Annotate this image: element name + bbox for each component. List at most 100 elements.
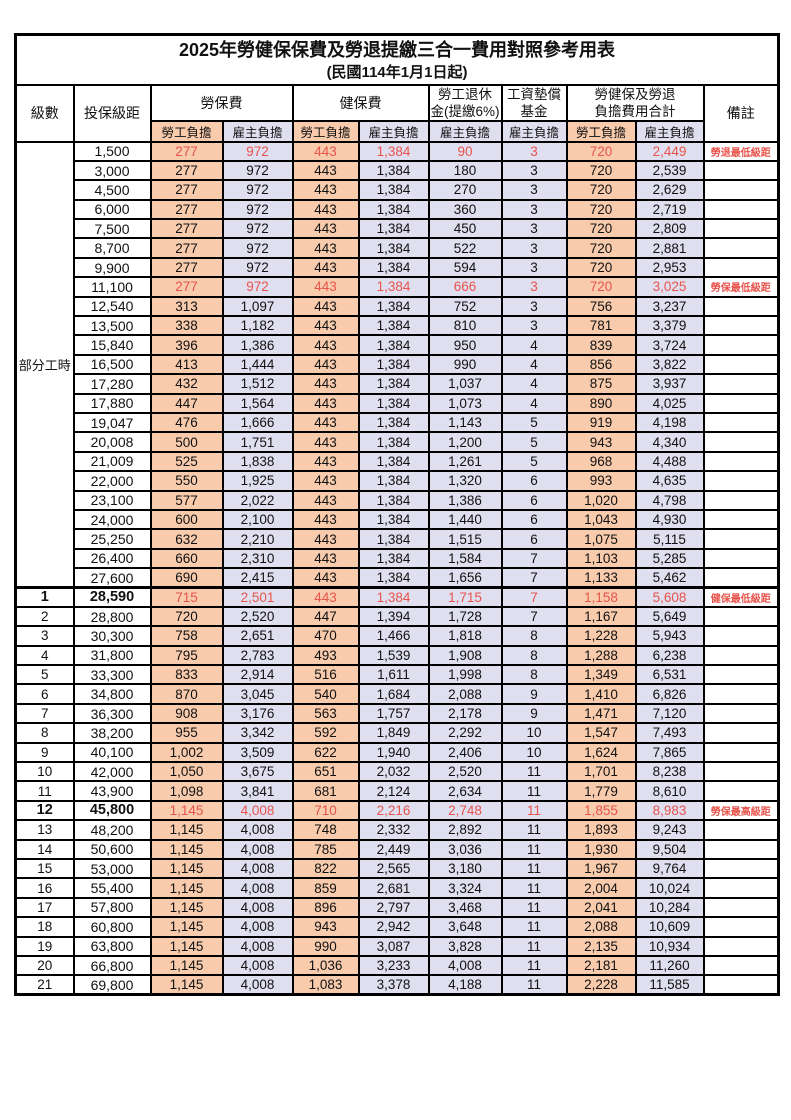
health-employee-cell: 592 xyxy=(291,722,360,744)
remark-cell xyxy=(702,528,780,550)
pension-employer-cell: 1,037 xyxy=(427,373,503,395)
col-header-level: 級數 xyxy=(14,83,75,143)
total-employer-cell: 5,649 xyxy=(634,605,705,628)
health-employee-cell: 943 xyxy=(291,916,360,938)
table-row: 19,047 476 1,666 443 1,384 1,143 5 919 4,198 xyxy=(16,411,780,434)
remark-cell xyxy=(702,431,780,453)
bracket-cell: 31,800 xyxy=(72,644,152,667)
labor-employer-cell: 1,512 xyxy=(221,373,294,395)
remark-cell xyxy=(702,857,780,880)
health-employer-cell: 1,384 xyxy=(357,489,430,511)
pension-employer-cell: 360 xyxy=(427,198,503,221)
level-cell: 5 xyxy=(14,664,75,686)
page-subtitle: (民國114年1月1日起) xyxy=(326,63,468,81)
pension-employer-cell: 3,324 xyxy=(427,877,503,899)
table-row: 5 33,300 833 2,914 516 1,611 1,998 8 1,349 6,531 xyxy=(14,664,780,686)
health-employee-cell: 443 xyxy=(291,237,360,259)
health-employer-cell: 2,332 xyxy=(357,819,430,841)
level-cell: 1 xyxy=(14,585,75,608)
labor-employee-cell: 1,145 xyxy=(149,877,224,899)
table-row: 12 45,800 1,145 4,008 710 2,216 2,748 11 1,855 8,… xyxy=(14,799,780,822)
labor-employee-cell: 1,145 xyxy=(149,857,224,880)
labor-employee-cell: 277 xyxy=(149,179,224,201)
labor-employer-cell: 2,783 xyxy=(221,644,294,667)
wage-fund-employer-cell: 3 xyxy=(500,237,568,259)
labor-employee-cell: 690 xyxy=(149,567,224,589)
health-employer-cell: 1,384 xyxy=(357,295,430,318)
labor-employer-cell: 2,651 xyxy=(221,625,294,647)
bracket-cell: 33,300 xyxy=(72,664,152,686)
total-employee-cell: 2,135 xyxy=(565,935,637,957)
level-cell: 21 xyxy=(14,974,75,996)
remark-cell xyxy=(702,780,780,802)
pension-employer-cell: 2,406 xyxy=(427,741,503,764)
health-employer-cell: 1,384 xyxy=(357,237,430,259)
health-employee-cell: 563 xyxy=(291,702,360,725)
bracket-cell: 1,500 xyxy=(72,140,152,162)
wage-fund-employer-cell: 5 xyxy=(500,431,568,453)
labor-employer-cell: 972 xyxy=(221,179,294,201)
bracket-cell: 36,300 xyxy=(72,702,152,725)
wage-fund-employer-cell: 5 xyxy=(500,450,568,473)
total-employee-cell: 1,893 xyxy=(565,819,637,841)
health-employee-cell: 622 xyxy=(291,741,360,764)
bracket-cell: 17,280 xyxy=(72,373,152,395)
labor-employer-cell: 4,008 xyxy=(221,896,294,919)
health-employee-cell: 443 xyxy=(291,295,360,318)
table-row: 24,000 600 2,100 443 1,384 1,440 6 1,043 4,930 xyxy=(16,508,780,531)
health-employer-cell: 1,384 xyxy=(357,218,430,240)
level-cell: 7 xyxy=(14,702,75,725)
labor-employer-cell: 4,008 xyxy=(221,916,294,938)
remark-cell xyxy=(702,567,780,589)
level-cell: 12 xyxy=(14,799,75,822)
total-employee-cell: 1,158 xyxy=(565,585,637,608)
col-header-total-line2: 負擔費用合計 xyxy=(594,103,676,119)
total-employee-cell: 1,779 xyxy=(565,780,637,802)
table-row: 3,000 277 972 443 1,384 180 3 720 2,539 xyxy=(16,159,780,182)
total-employer-cell: 9,243 xyxy=(634,819,705,841)
total-employee-cell: 1,043 xyxy=(565,508,637,531)
remark-cell xyxy=(702,741,780,764)
wage-fund-employer-cell: 7 xyxy=(500,585,568,608)
total-employee-cell: 890 xyxy=(565,392,637,414)
wage-fund-employer-cell: 11 xyxy=(500,974,568,996)
header-row-burden: 勞工負擔 雇主負擔 勞工負擔 雇主負擔 雇主負擔 雇主負擔 勞工負擔 雇主負擔 xyxy=(16,119,779,143)
labor-employer-cell: 4,008 xyxy=(221,974,294,996)
pension-employer-cell: 1,386 xyxy=(427,489,503,511)
level-cell: 19 xyxy=(14,935,75,957)
total-employer-cell: 4,930 xyxy=(634,508,705,531)
table-row: 21 69,800 1,145 4,008 1,083 3,378 4,188 11 2,228… xyxy=(14,974,780,996)
bracket-cell: 38,200 xyxy=(72,722,152,744)
table-row: 27,600 690 2,415 443 1,384 1,656 7 1,133 5,462 xyxy=(16,567,780,589)
wage-fund-employer-cell: 9 xyxy=(500,683,568,705)
health-employee-cell: 859 xyxy=(291,877,360,899)
total-employee-cell: 2,228 xyxy=(565,974,637,996)
labor-employee-cell: 908 xyxy=(149,702,224,725)
remark-cell: 勞保最高級距 xyxy=(702,799,780,822)
labor-employer-cell: 2,310 xyxy=(221,547,294,570)
remark-cell xyxy=(702,353,780,376)
table-row: 3 30,300 758 2,651 470 1,466 1,818 8 1,228 5,943 xyxy=(14,625,780,647)
total-employee-cell: 720 xyxy=(565,198,637,221)
total-employer-cell: 5,285 xyxy=(634,547,705,570)
total-employee-cell: 720 xyxy=(565,256,637,279)
health-employee-cell: 443 xyxy=(291,528,360,550)
bracket-cell: 25,250 xyxy=(72,528,152,550)
pension-employer-cell: 1,715 xyxy=(427,585,503,608)
bracket-cell: 53,000 xyxy=(72,857,152,880)
labor-employee-cell: 632 xyxy=(149,528,224,550)
table-title-cell: 2025年勞健保保費及勞退提繳三合一費用對照參考用表 (民國114年1月1日起) xyxy=(14,33,780,86)
wage-fund-employer-cell: 3 xyxy=(500,256,568,279)
wage-fund-employer-cell: 11 xyxy=(500,877,568,899)
total-employer-cell: 9,764 xyxy=(634,857,705,880)
bracket-cell: 7,500 xyxy=(72,218,152,240)
labor-employer-cell: 3,045 xyxy=(221,683,294,705)
health-employee-cell: 443 xyxy=(291,314,360,337)
pension-employer-cell: 90 xyxy=(427,140,503,162)
labor-employer-cell: 2,210 xyxy=(221,528,294,550)
health-employer-cell: 1,384 xyxy=(357,198,430,221)
table-row: 20,008 500 1,751 443 1,384 1,200 5 943 4,340 xyxy=(16,431,780,453)
wage-fund-employer-cell: 6 xyxy=(500,470,568,492)
health-employer-cell: 2,942 xyxy=(357,916,430,938)
remark-cell xyxy=(702,838,780,860)
